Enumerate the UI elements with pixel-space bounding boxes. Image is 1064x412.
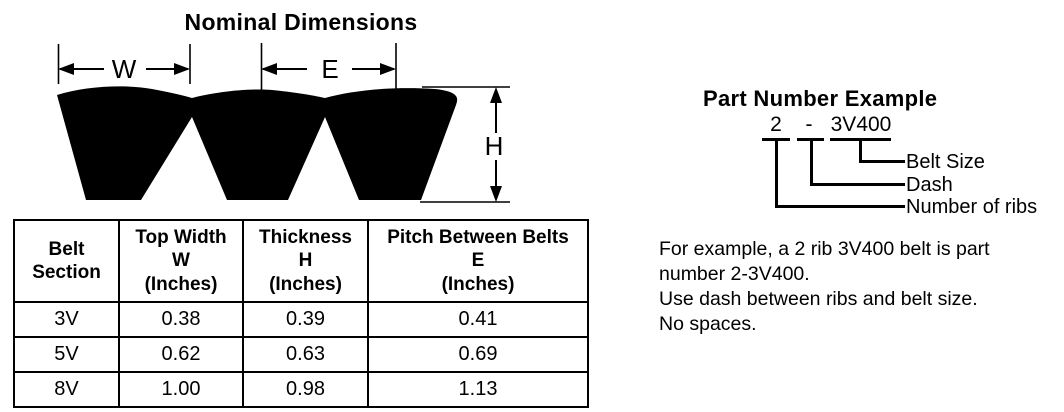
callout-belt-size-label: Belt Size — [906, 151, 985, 173]
nominal-dimensions-diagram: Nominal Dimensions W E — [57, 9, 510, 203]
table-row: 3V 0.38 0.39 0.41 — [13, 301, 589, 338]
h-up-arrowhead — [490, 87, 502, 103]
part-number-ribs-value: 2 — [770, 113, 782, 136]
belt-dimensions-table: Belt Section Top Width W (Inches) Thickn… — [13, 219, 589, 408]
cell-pitch: 0.69 — [367, 336, 589, 373]
h-down-arrowhead — [490, 186, 502, 202]
dash-leader-vertical — [810, 138, 813, 186]
note-line: number 2-3V400. — [659, 263, 810, 285]
table-header-row: Belt Section Top Width W (Inches) Thickn… — [13, 219, 589, 303]
cell-thickness: 0.98 — [242, 371, 369, 408]
cell-top-width: 0.38 — [118, 301, 244, 338]
cell-thickness: 0.39 — [242, 301, 369, 338]
cell-top-width: 0.62 — [118, 336, 244, 373]
part-number-size-value: 3V400 — [830, 113, 892, 136]
w-right-arrowhead — [174, 63, 190, 75]
callout-number-of-ribs-label: Number of ribs — [906, 196, 1038, 218]
dimension-w-label: W — [112, 54, 137, 84]
cell-top-width: 1.00 — [118, 371, 244, 408]
cell-belt-section: 5V — [13, 336, 120, 373]
table-row: 8V 1.00 0.98 1.13 — [13, 371, 589, 408]
part-number-dash-value: - — [805, 113, 813, 136]
dimension-e-label: E — [321, 54, 338, 84]
table-row: 5V 0.62 0.63 0.69 — [13, 336, 589, 373]
column-header-belt-section: Belt Section — [13, 219, 120, 303]
cell-belt-section: 8V — [13, 371, 120, 408]
e-left-arrowhead — [261, 63, 277, 75]
part-number-title: Part Number Example — [703, 86, 938, 111]
diagram-title: Nominal Dimensions — [185, 9, 418, 35]
size-leader-horizontal — [859, 160, 905, 163]
column-header-pitch: Pitch Between Belts E (Inches) — [367, 219, 589, 303]
cell-thickness: 0.63 — [242, 336, 369, 373]
ribs-leader-vertical — [775, 138, 778, 207]
w-left-arrowhead — [58, 63, 74, 75]
dimension-h — [420, 86, 510, 203]
cell-belt-section: 3V — [13, 301, 120, 338]
column-header-thickness: Thickness H (Inches) — [242, 219, 369, 303]
part-number-notes: For example, a 2 rib 3V400 belt is part … — [659, 237, 990, 337]
callout-dash-label: Dash — [906, 174, 953, 196]
cell-pitch: 1.13 — [367, 371, 589, 408]
e-right-arrowhead — [380, 63, 396, 75]
dash-leader-horizontal — [810, 183, 905, 186]
dimension-h-label: H — [485, 131, 504, 161]
column-header-top-width: Top Width W (Inches) — [118, 219, 244, 303]
ribs-leader-horizontal — [775, 205, 905, 208]
note-line: Use dash between ribs and belt size. — [659, 288, 978, 310]
note-line: For example, a 2 rib 3V400 belt is part — [659, 238, 990, 260]
size-leader-vertical — [859, 138, 862, 163]
note-line: No spaces. — [659, 313, 757, 335]
cell-pitch: 0.41 — [367, 301, 589, 338]
belt-cross-section — [57, 86, 458, 200]
